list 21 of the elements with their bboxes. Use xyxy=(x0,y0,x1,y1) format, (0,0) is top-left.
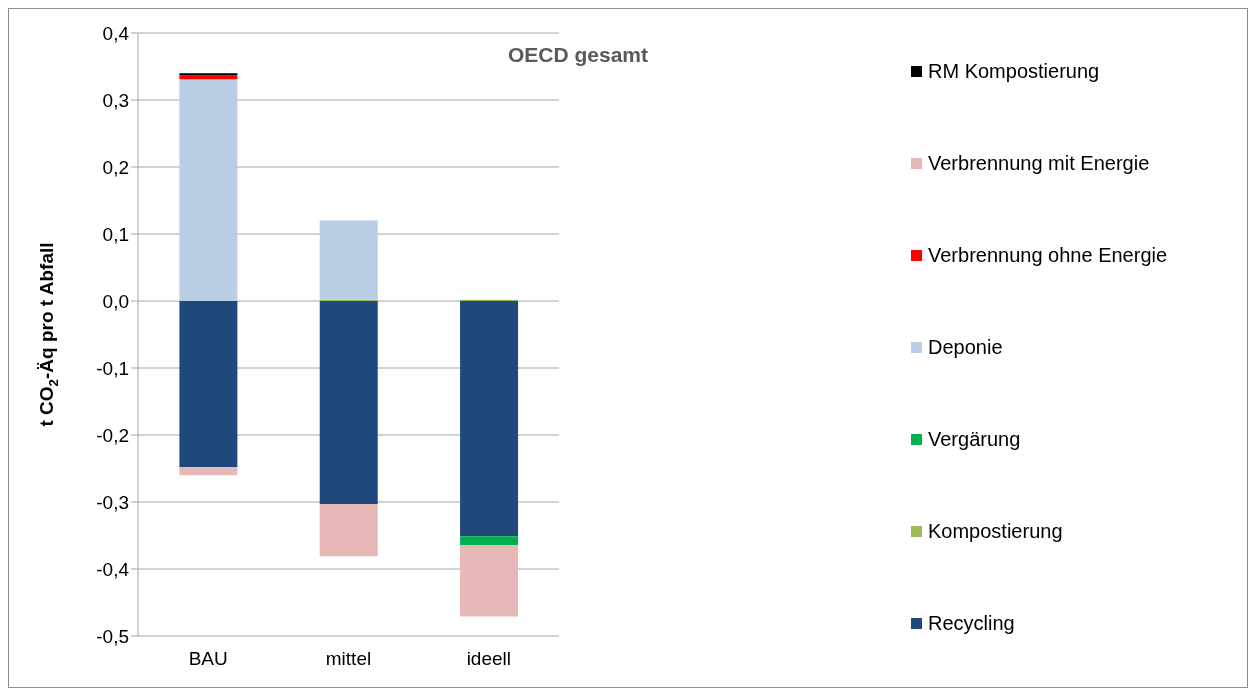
x-tick-label: mittel xyxy=(325,648,372,670)
x-tick-label: BAU xyxy=(188,648,228,670)
y-tick-label: -0,3 xyxy=(96,491,129,513)
legend-label: RM Kompostierung xyxy=(928,59,1100,83)
y-tick-label: 0,0 xyxy=(102,290,129,312)
text: OECD gesamt xyxy=(506,43,649,67)
y-tick-label: 0,4 xyxy=(102,22,130,44)
legend-label: Deponie xyxy=(928,335,1003,359)
y-tick-label: -0,4 xyxy=(96,558,130,580)
legend-label: Verbrennung mit Energie xyxy=(928,151,1150,175)
legend-label: Verbrennung ohne Energie xyxy=(928,243,1168,267)
y-tick-label: -0,2 xyxy=(96,424,129,446)
y-tick-label: -0,5 xyxy=(96,625,129,647)
y-tick-label: 0,1 xyxy=(102,223,129,245)
legend-label: Vergärung xyxy=(928,427,1021,451)
y-tick-label: -0,1 xyxy=(96,357,129,379)
y-tick-label: 0,3 xyxy=(102,89,129,111)
y-tick-label: 0,2 xyxy=(102,156,129,178)
legend-label: Kompostierung xyxy=(928,519,1063,543)
legend-label: Recycling xyxy=(928,611,1015,635)
x-tick-label: ideell xyxy=(466,648,512,670)
